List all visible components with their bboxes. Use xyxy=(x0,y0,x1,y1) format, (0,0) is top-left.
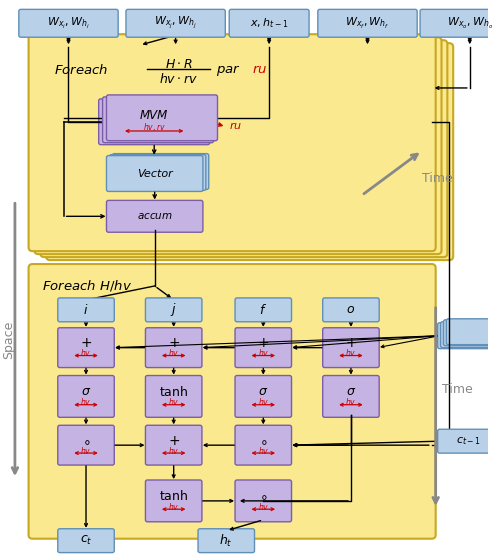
Text: $hv \cdot rv$: $hv \cdot rv$ xyxy=(159,72,198,86)
Text: $W_{x_o}, W_{h_o}$: $W_{x_o}, W_{h_o}$ xyxy=(447,16,493,31)
Text: $\circ$: $\circ$ xyxy=(82,434,90,448)
FancyBboxPatch shape xyxy=(145,376,202,417)
Text: $hv$: $hv$ xyxy=(80,445,92,455)
Text: Space: Space xyxy=(2,320,15,359)
FancyBboxPatch shape xyxy=(28,264,436,538)
FancyBboxPatch shape xyxy=(113,153,209,190)
Text: $f$: $f$ xyxy=(259,303,267,317)
Text: $Bias$: $Bias$ xyxy=(456,330,482,341)
Text: $hv$: $hv$ xyxy=(80,347,92,358)
FancyBboxPatch shape xyxy=(438,429,498,453)
Text: $c_t$: $c_t$ xyxy=(80,534,92,547)
FancyBboxPatch shape xyxy=(235,425,291,465)
Text: $\circ$: $\circ$ xyxy=(259,489,267,503)
FancyBboxPatch shape xyxy=(446,319,498,345)
FancyBboxPatch shape xyxy=(229,9,309,37)
FancyBboxPatch shape xyxy=(145,425,202,465)
Text: $W_{x_i}, W_{h_i}$: $W_{x_i}, W_{h_i}$ xyxy=(47,16,90,31)
Text: $\mathrm{tanh}$: $\mathrm{tanh}$ xyxy=(159,385,188,399)
FancyBboxPatch shape xyxy=(443,320,498,345)
FancyBboxPatch shape xyxy=(323,376,379,417)
Text: $\bf{\mathit{Foreach\ H/hv}}$: $\bf{\mathit{Foreach\ H/hv}}$ xyxy=(42,278,132,293)
Text: $hv$: $hv$ xyxy=(80,396,92,407)
FancyBboxPatch shape xyxy=(40,40,447,257)
Text: $ru$: $ru$ xyxy=(229,121,243,132)
Text: $\mathrm{tanh}$: $\mathrm{tanh}$ xyxy=(159,489,188,503)
FancyBboxPatch shape xyxy=(46,43,453,260)
FancyBboxPatch shape xyxy=(58,298,114,322)
Text: $hv$: $hv$ xyxy=(168,445,179,455)
FancyBboxPatch shape xyxy=(235,298,291,322)
Text: $\sigma$: $\sigma$ xyxy=(81,386,91,398)
FancyBboxPatch shape xyxy=(107,200,203,232)
FancyBboxPatch shape xyxy=(103,97,214,143)
Text: $hv$: $hv$ xyxy=(168,396,179,407)
FancyBboxPatch shape xyxy=(318,9,417,37)
Text: Vector: Vector xyxy=(137,169,173,179)
Text: $hv$: $hv$ xyxy=(257,445,269,455)
FancyBboxPatch shape xyxy=(438,323,498,349)
FancyBboxPatch shape xyxy=(58,376,114,417)
FancyBboxPatch shape xyxy=(235,328,291,368)
FancyBboxPatch shape xyxy=(323,328,379,368)
FancyBboxPatch shape xyxy=(323,298,379,322)
Text: $hv, rv$: $hv, rv$ xyxy=(143,121,166,133)
FancyBboxPatch shape xyxy=(235,376,291,417)
Text: $h_t$: $h_t$ xyxy=(220,533,233,549)
Text: $hv$: $hv$ xyxy=(257,347,269,358)
Text: $o$: $o$ xyxy=(347,304,356,316)
Text: $\bf{\mathit{Foreach}}$: $\bf{\mathit{Foreach}}$ xyxy=(54,63,108,77)
Text: MVM: MVM xyxy=(140,109,168,122)
FancyBboxPatch shape xyxy=(107,95,218,141)
Text: $hv$: $hv$ xyxy=(345,347,357,358)
Text: Time: Time xyxy=(422,172,453,185)
FancyBboxPatch shape xyxy=(441,322,498,348)
Text: $x, h_{t-1}$: $x, h_{t-1}$ xyxy=(250,16,288,30)
Text: $+$: $+$ xyxy=(80,336,92,350)
Text: $ru$: $ru$ xyxy=(251,63,267,76)
Text: $hv$: $hv$ xyxy=(345,396,357,407)
Text: $i$: $i$ xyxy=(83,303,89,317)
Text: $j$: $j$ xyxy=(170,301,177,319)
Text: $c_{t-1}$: $c_{t-1}$ xyxy=(456,435,481,447)
Text: $accum$: $accum$ xyxy=(137,211,172,222)
FancyBboxPatch shape xyxy=(58,328,114,368)
FancyBboxPatch shape xyxy=(58,529,114,552)
Text: $\bf{\mathit{par}}$: $\bf{\mathit{par}}$ xyxy=(216,63,240,78)
FancyBboxPatch shape xyxy=(58,425,114,465)
FancyBboxPatch shape xyxy=(420,9,498,37)
FancyBboxPatch shape xyxy=(126,9,225,37)
Text: $hv$: $hv$ xyxy=(168,501,179,512)
Text: $+$: $+$ xyxy=(345,336,357,350)
FancyBboxPatch shape xyxy=(145,328,202,368)
FancyBboxPatch shape xyxy=(110,155,206,190)
Text: Time: Time xyxy=(442,383,472,396)
FancyBboxPatch shape xyxy=(107,156,203,191)
Text: $H \cdot R$: $H \cdot R$ xyxy=(165,58,192,71)
Text: $hv$: $hv$ xyxy=(168,347,179,358)
Text: $hv$: $hv$ xyxy=(257,501,269,512)
FancyBboxPatch shape xyxy=(235,480,291,522)
FancyBboxPatch shape xyxy=(28,34,436,251)
Text: $+$: $+$ xyxy=(168,336,180,350)
FancyBboxPatch shape xyxy=(145,480,202,522)
Text: $\sigma$: $\sigma$ xyxy=(258,386,268,398)
FancyBboxPatch shape xyxy=(34,37,442,254)
FancyBboxPatch shape xyxy=(198,529,254,552)
Text: $W_{x_f}, W_{h_f}$: $W_{x_f}, W_{h_f}$ xyxy=(346,16,389,31)
Text: $hv$: $hv$ xyxy=(257,396,269,407)
Text: $+$: $+$ xyxy=(168,434,180,448)
FancyBboxPatch shape xyxy=(145,298,202,322)
Text: $W_{x_j}, W_{h_j}$: $W_{x_j}, W_{h_j}$ xyxy=(154,15,197,31)
FancyBboxPatch shape xyxy=(19,9,118,37)
Text: $\sigma$: $\sigma$ xyxy=(346,386,356,398)
Text: $\circ$: $\circ$ xyxy=(259,434,267,448)
Text: $+$: $+$ xyxy=(257,336,269,350)
FancyBboxPatch shape xyxy=(99,99,210,145)
